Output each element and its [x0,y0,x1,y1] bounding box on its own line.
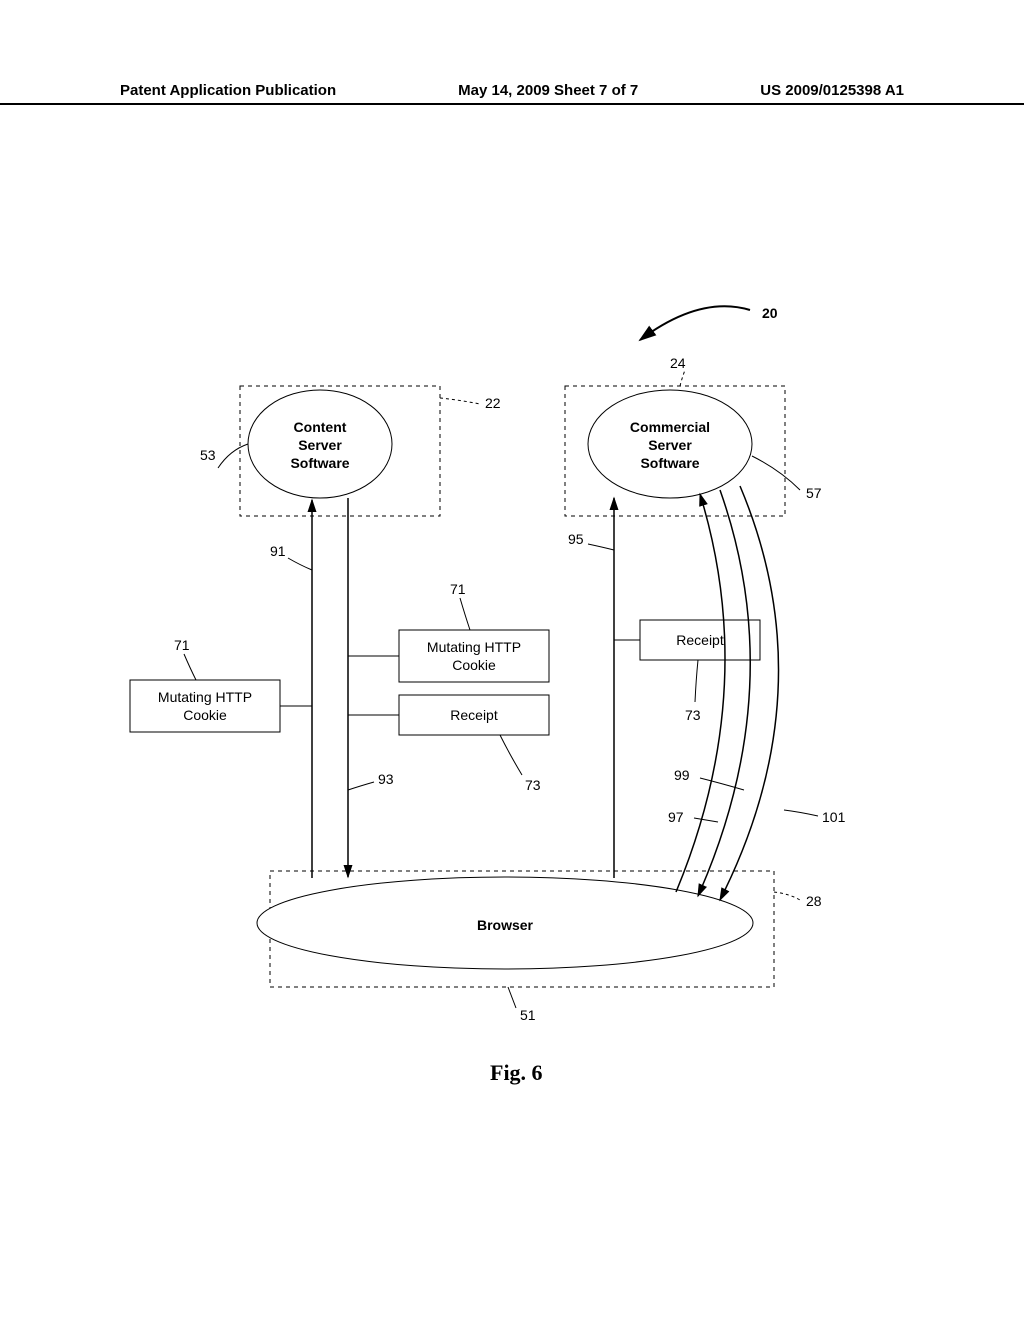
ref-93: 93 [378,771,394,787]
lead-22 [440,398,480,404]
cookie-left-l1: Mutating HTTP [158,689,252,705]
system-arrow [640,306,750,340]
cookie-mid-box [399,630,549,682]
ref-24: 24 [670,355,686,371]
page: Patent Application Publication May 14, 2… [0,0,1024,1320]
commercial-server-l1: Commercial [630,419,710,435]
ref-51: 51 [520,1007,536,1023]
content-server-l1: Content [294,419,347,435]
ref-71-left: 71 [174,637,190,653]
ref-101: 101 [822,809,846,825]
ref-28: 28 [806,893,822,909]
figure-caption: Fig. 6 [490,1060,543,1086]
commercial-server-l3: Software [640,455,699,471]
browser-label: Browser [477,917,534,933]
diagram-svg: 20 Content Server Software 22 53 Commerc… [0,0,1024,1320]
content-server-l3: Software [290,455,349,471]
ref-20: 20 [762,305,778,321]
ref-22: 22 [485,395,501,411]
lead-73-mid [500,735,522,775]
commercial-server-l2: Server [648,437,692,453]
lead-71-left [184,654,196,680]
cookie-left-box [130,680,280,732]
lead-71-mid [460,598,470,630]
content-server-l2: Server [298,437,342,453]
lead-95 [588,544,614,550]
ref-57: 57 [806,485,822,501]
lead-24 [680,370,685,386]
curve-97-path [676,494,725,892]
curve-51 [508,987,516,1008]
ref-99: 99 [674,767,690,783]
ref-73-right: 73 [685,707,701,723]
receipt-mid-label: Receipt [450,707,498,723]
ref-97: 97 [668,809,684,825]
cookie-left-l2: Cookie [183,707,227,723]
ref-91: 91 [270,543,286,559]
cookie-mid-l1: Mutating HTTP [427,639,521,655]
lead-91 [288,558,312,570]
lead-93 [348,782,374,790]
lead-101 [784,810,818,816]
curve-57 [752,456,800,490]
cookie-mid-l2: Cookie [452,657,496,673]
lead-28 [774,892,800,900]
ref-71-mid: 71 [450,581,466,597]
ref-53: 53 [200,447,216,463]
ref-73-mid: 73 [525,777,541,793]
receipt-right-label: Receipt [676,632,724,648]
lead-97 [694,818,718,822]
lead-73-right [695,660,698,702]
curve-53 [218,444,248,468]
ref-95: 95 [568,531,584,547]
